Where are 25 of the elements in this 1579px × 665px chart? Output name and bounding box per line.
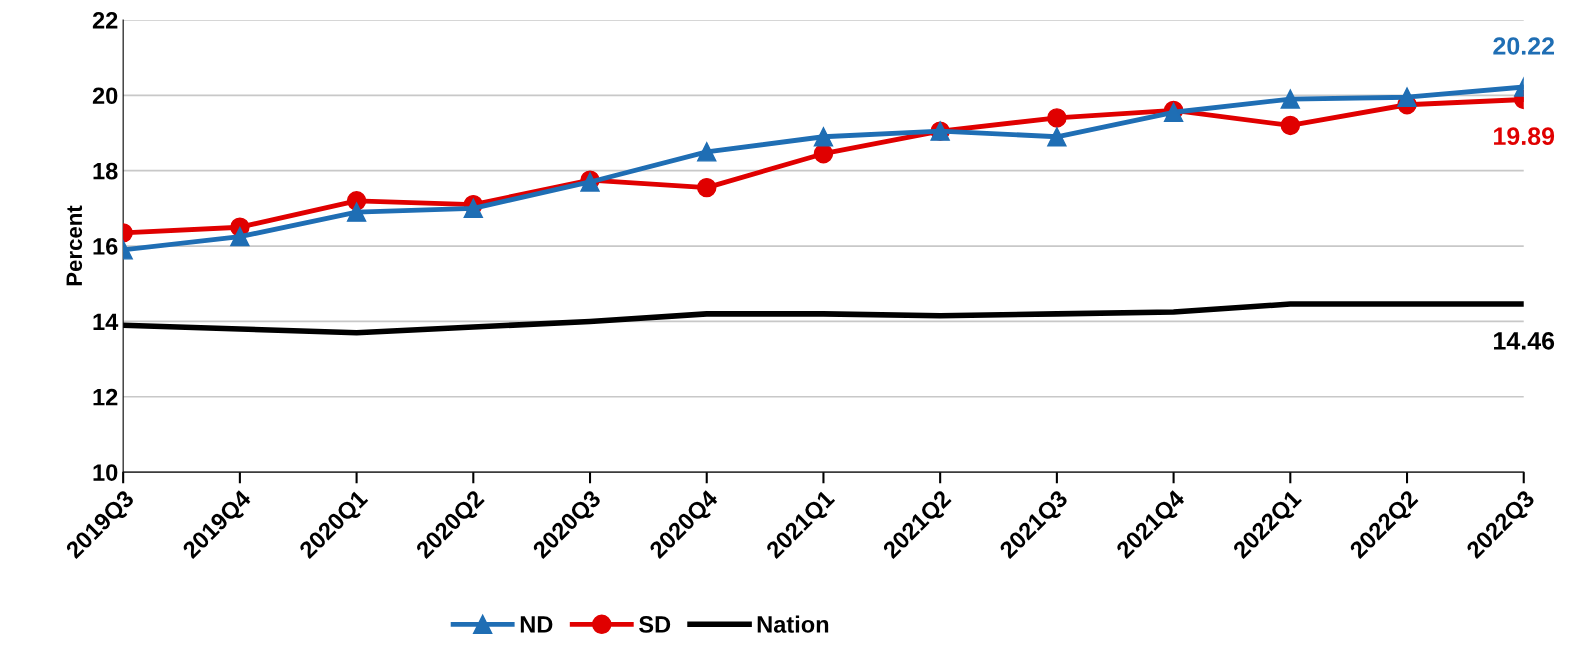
point (1047, 127, 1067, 147)
legend-label: SD (639, 616, 671, 633)
point (813, 127, 834, 147)
point (346, 202, 367, 222)
legend-label: ND (520, 616, 553, 633)
y-axis-title: Percent (66, 205, 83, 286)
y-tick-label: 10 (93, 464, 118, 481)
y-tick-label: 18 (93, 162, 118, 180)
legend-label: Nation (757, 615, 829, 633)
point (230, 226, 250, 247)
point (813, 144, 834, 164)
point (1280, 115, 1301, 136)
y-tick-label: 16 (93, 238, 118, 255)
y-tick-label: 22 (92, 12, 118, 29)
y-tick-label: 20 (92, 87, 118, 105)
annotation: 14.46 (1494, 331, 1555, 350)
y-tick-label: 14 (93, 313, 119, 330)
y-tick-label: 12 (93, 388, 118, 406)
point (697, 177, 717, 198)
point (1280, 89, 1301, 109)
annotation: 19.89 (1494, 127, 1555, 146)
point (1397, 87, 1417, 107)
point (697, 142, 717, 162)
point (1047, 108, 1067, 128)
annotation: 20.22 (1493, 37, 1555, 55)
